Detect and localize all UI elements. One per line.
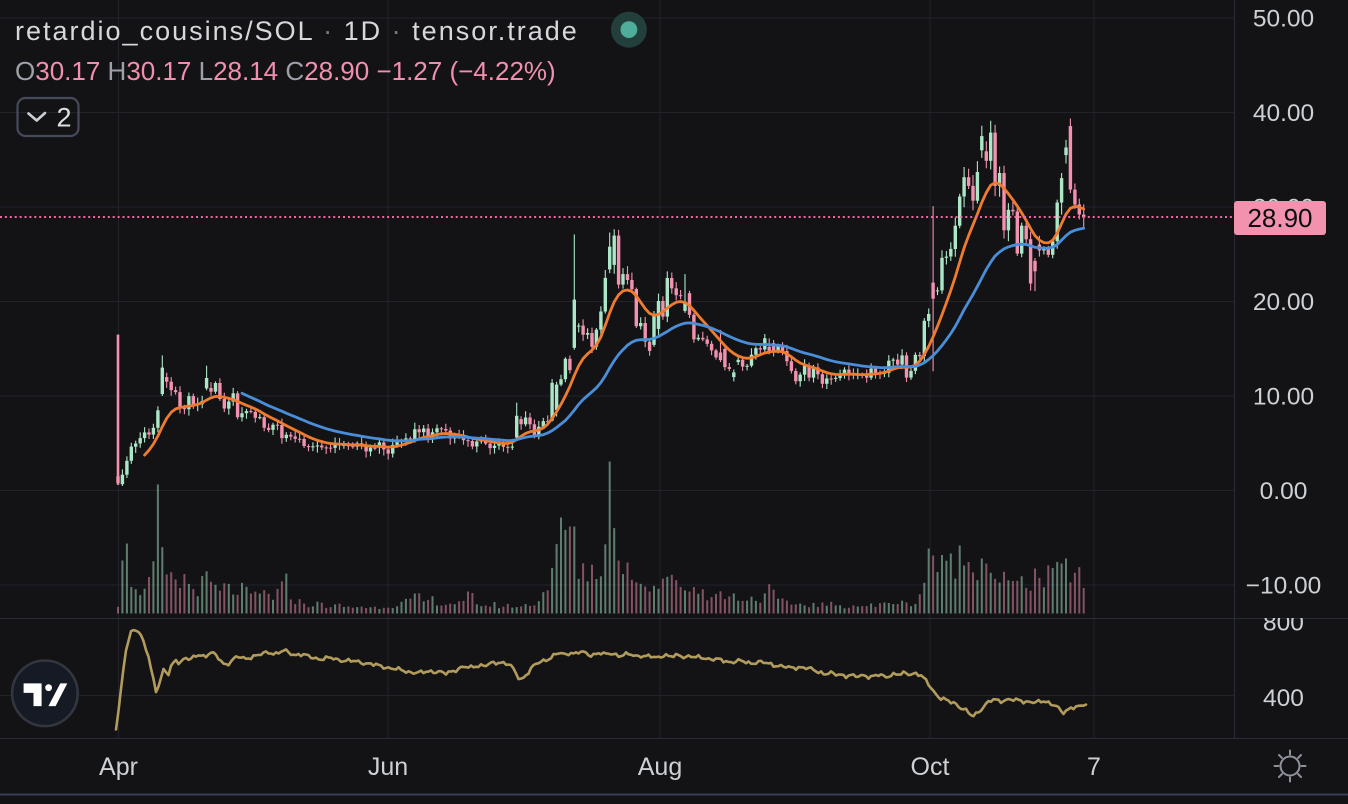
svg-text:2: 2 [57, 103, 72, 133]
svg-text:Aug: Aug [638, 753, 682, 781]
svg-text:O30.17 H30.17 L28.14 C28.90 −1: O30.17 H30.17 L28.14 C28.90 −1.27 (−4.22… [15, 56, 556, 86]
svg-text:7: 7 [1087, 753, 1101, 781]
svg-text:10.00: 10.00 [1253, 384, 1314, 411]
svg-text:400: 400 [1263, 685, 1304, 712]
svg-text:0.00: 0.00 [1260, 478, 1308, 505]
svg-text:50.00: 50.00 [1253, 6, 1314, 33]
svg-text:Jun: Jun [368, 753, 408, 781]
svg-text:−10.00: −10.00 [1246, 573, 1322, 600]
svg-text:40.00: 40.00 [1253, 100, 1314, 127]
svg-text:20.00: 20.00 [1253, 289, 1314, 316]
svg-text:retardio_cousins/SOL · 1D · te: retardio_cousins/SOL · 1D · tensor.trade [15, 16, 579, 46]
svg-text:28.90: 28.90 [1247, 203, 1312, 233]
svg-text:Apr: Apr [99, 753, 138, 781]
svg-text:Oct: Oct [911, 753, 950, 781]
